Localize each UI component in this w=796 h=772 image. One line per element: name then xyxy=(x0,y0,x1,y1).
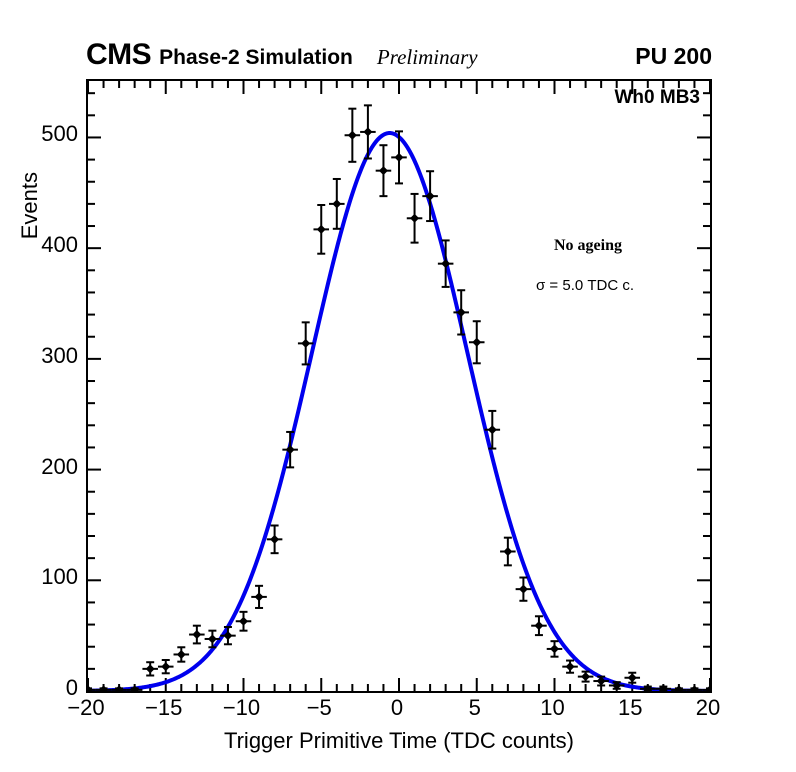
data-point xyxy=(484,409,501,450)
y-axis-title: Events xyxy=(17,172,42,240)
data-point xyxy=(297,321,314,366)
x-axis-title: Trigger Primitive Time (TDC counts) xyxy=(223,728,574,753)
x-tick-label: 10 xyxy=(540,695,565,720)
data-point xyxy=(422,170,438,223)
data-point xyxy=(344,107,361,163)
x-tick-label: −20 xyxy=(67,695,105,720)
data-point xyxy=(111,685,127,691)
data-point xyxy=(360,104,376,160)
data-point xyxy=(313,203,330,255)
data-point xyxy=(220,626,236,646)
plot-frame: Wh0 MB3 No ageing σ = 5.0 TDC c. xyxy=(86,79,712,693)
data-point xyxy=(531,615,547,637)
data-point xyxy=(546,640,563,658)
region-label: Wh0 MB3 xyxy=(614,87,701,108)
data-point xyxy=(95,685,112,691)
data-point xyxy=(437,239,454,288)
axis-ticks xyxy=(88,81,710,691)
data-point xyxy=(406,192,423,244)
y-tick-label: 400 xyxy=(41,232,78,258)
preliminary-label: Preliminary xyxy=(376,45,478,69)
sigma-annotation: σ = 5.0 TDC c. xyxy=(536,277,635,294)
x-tick-label: 15 xyxy=(618,695,643,720)
data-point xyxy=(204,629,221,649)
data-point xyxy=(126,685,143,691)
data-points xyxy=(88,104,710,691)
data-point xyxy=(266,524,283,555)
data-point xyxy=(142,661,158,677)
y-tick-label: 500 xyxy=(41,121,78,147)
data-point xyxy=(655,684,672,691)
gaussian-fit-curve xyxy=(88,131,710,691)
y-tick-label: 200 xyxy=(41,453,78,479)
data-point xyxy=(157,659,174,675)
cms-header: CMS Phase-2 Simulation Preliminary PU 20… xyxy=(86,40,712,70)
y-tick-label: 100 xyxy=(41,564,78,590)
data-point xyxy=(671,685,687,691)
data-point xyxy=(500,536,516,567)
data-point xyxy=(453,289,469,336)
simulation-label: Phase-2 Simulation xyxy=(159,46,353,69)
x-tick-label: −5 xyxy=(306,695,332,720)
data-point xyxy=(702,685,710,691)
data-point xyxy=(88,685,96,691)
x-tick-label: −10 xyxy=(222,695,261,720)
data-point xyxy=(189,624,205,645)
data-point xyxy=(593,675,609,687)
data-point xyxy=(282,430,298,469)
data-point xyxy=(235,610,252,632)
cms-logo: CMS xyxy=(86,38,152,71)
data-point xyxy=(468,320,485,365)
data-point xyxy=(562,659,578,674)
data-point xyxy=(173,646,190,663)
data-point xyxy=(608,680,625,690)
data-point xyxy=(624,671,641,684)
data-point xyxy=(329,177,345,230)
plot-svg xyxy=(88,81,710,691)
pileup-label: PU 200 xyxy=(635,43,712,69)
x-tick-label: −15 xyxy=(145,695,183,720)
data-point xyxy=(251,584,267,609)
data-point xyxy=(577,670,594,683)
data-point xyxy=(375,144,392,198)
data-point xyxy=(515,576,532,602)
data-point xyxy=(686,685,703,691)
data-point xyxy=(391,130,407,185)
y-tick-label: 300 xyxy=(41,342,78,368)
data-point xyxy=(640,684,656,691)
x-tick-label: 5 xyxy=(468,695,481,720)
x-tick-label: 20 xyxy=(695,695,721,720)
ageing-annotation: No ageing xyxy=(554,237,622,254)
x-tick-label: 0 xyxy=(390,695,404,720)
y-tick-label: 0 xyxy=(65,675,78,700)
